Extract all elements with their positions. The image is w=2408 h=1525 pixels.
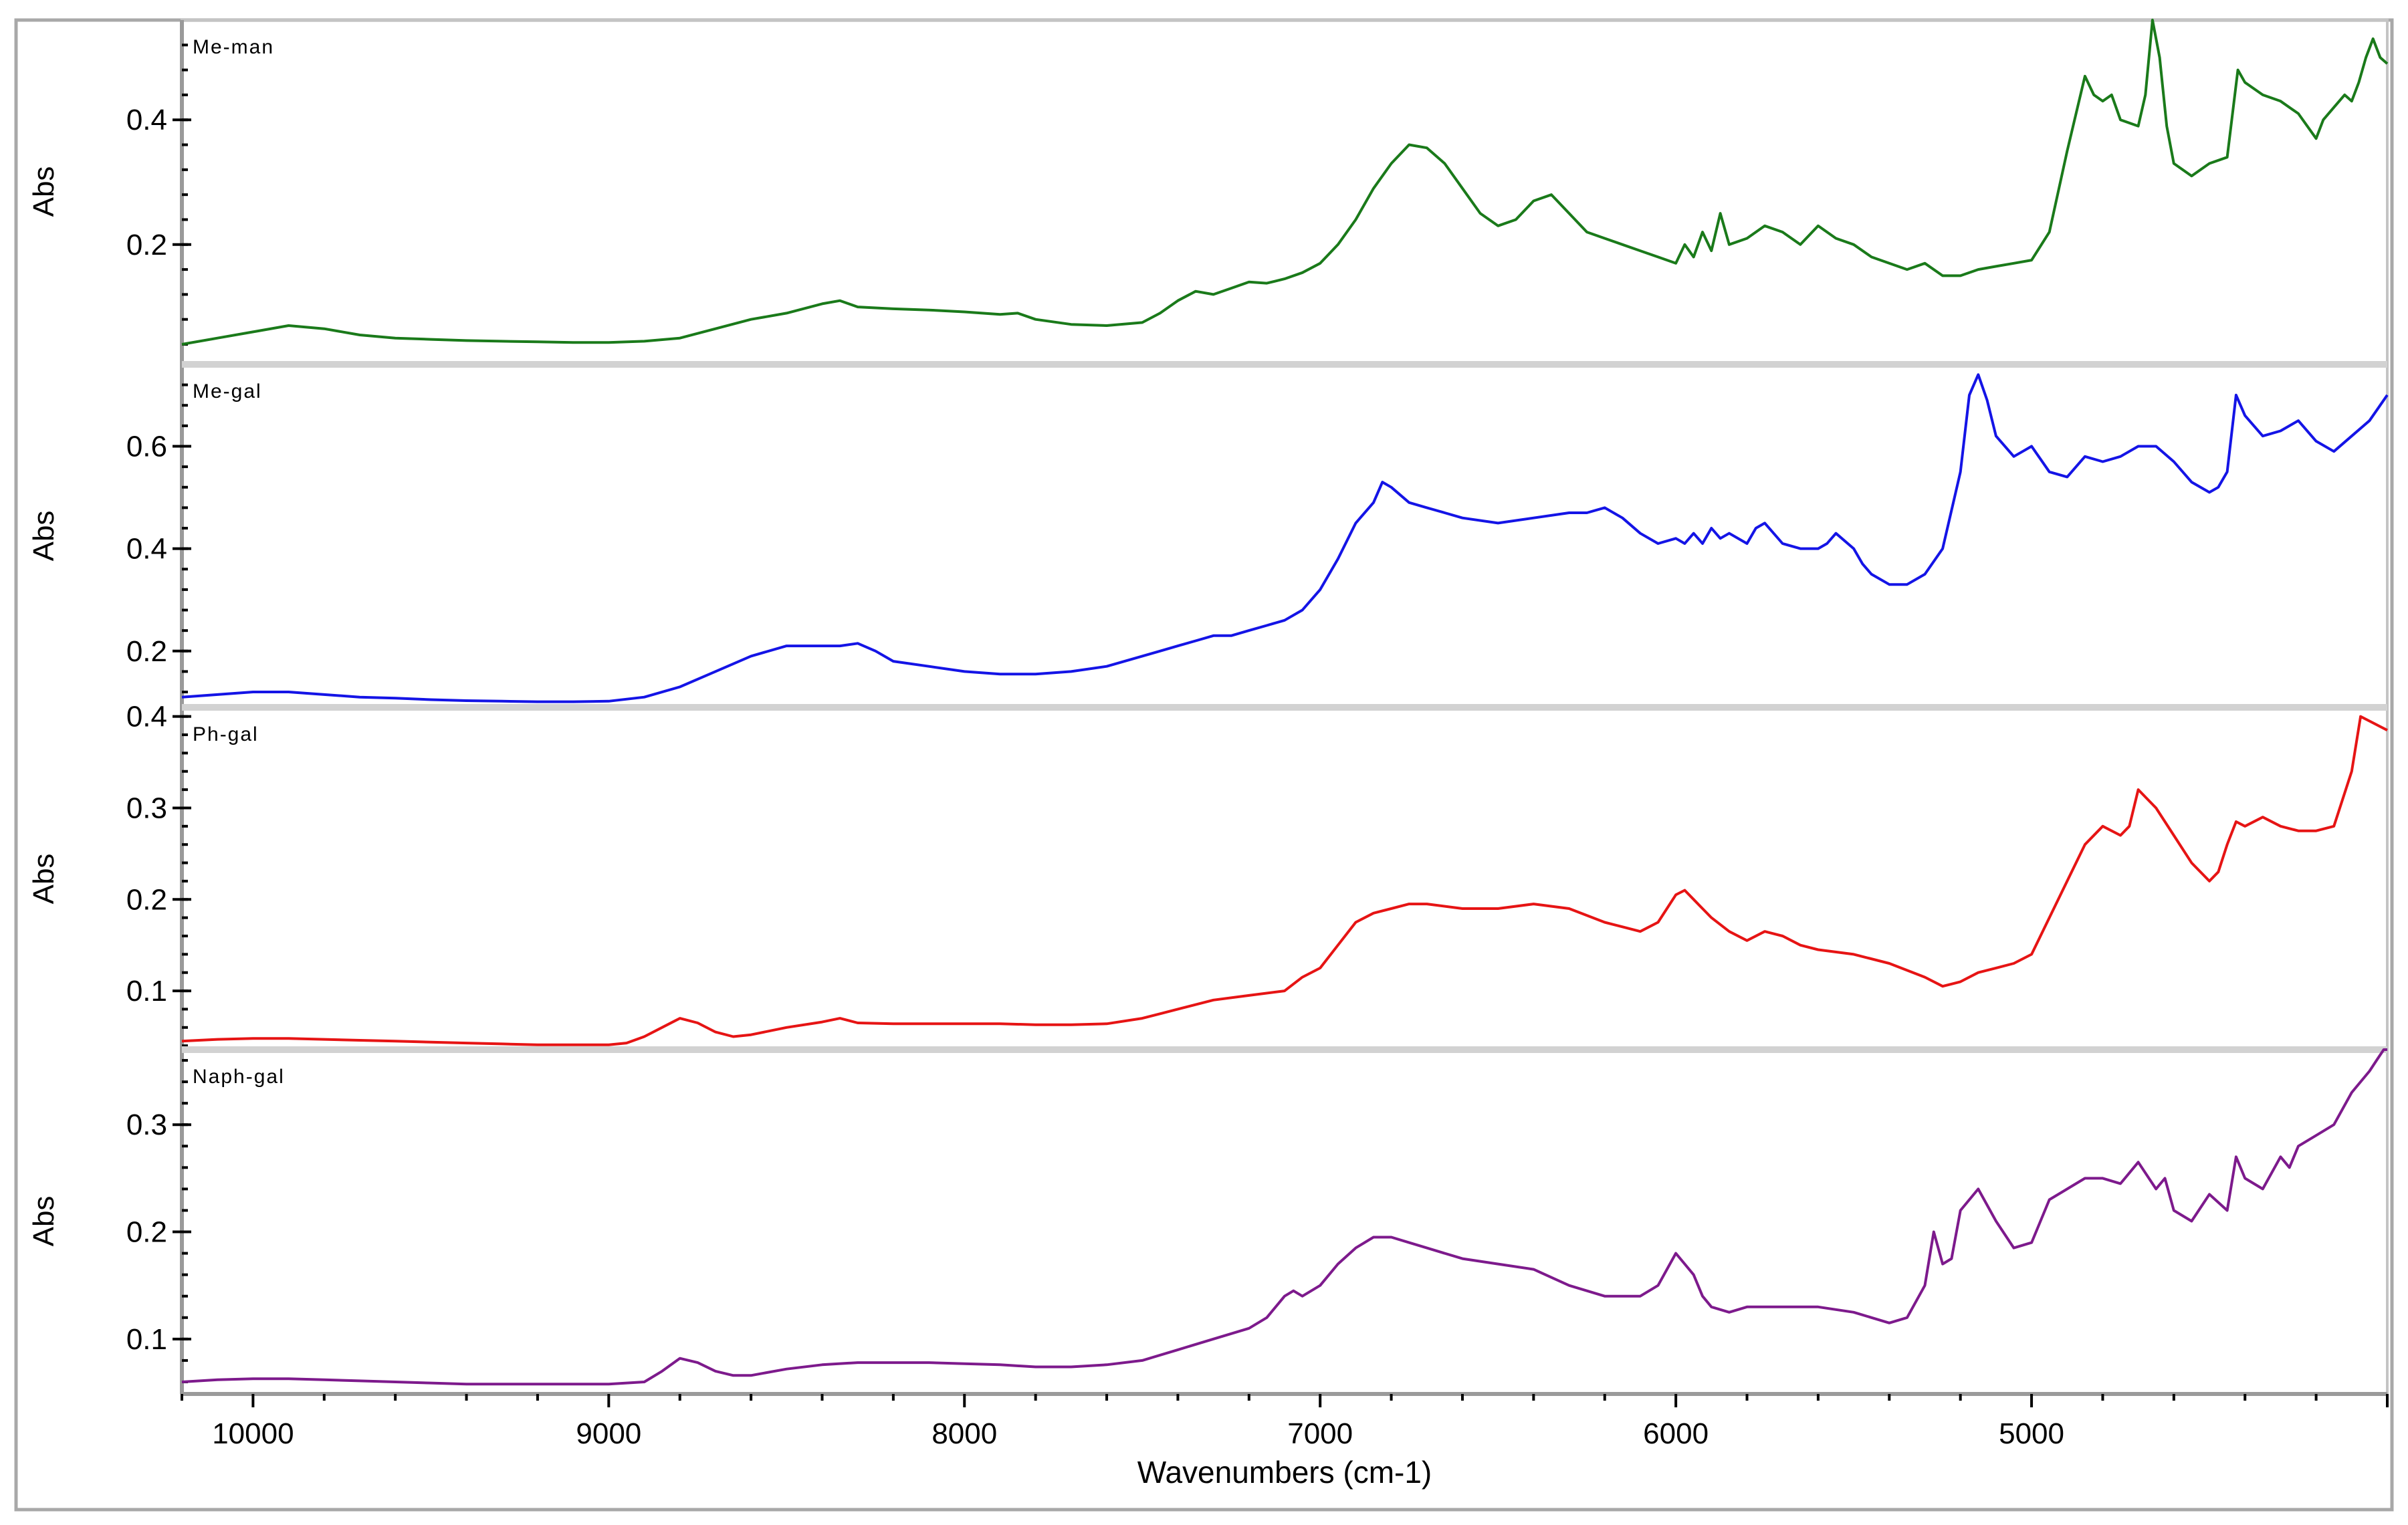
y-axis-title: Abs	[27, 854, 60, 905]
series-label: Ph-gal	[193, 723, 259, 745]
y-tick-label: 0.2	[126, 229, 167, 261]
y-tick-label: 0.2	[126, 635, 167, 668]
y-tick-label: 0.4	[126, 533, 167, 566]
panel-naph-gal: 0.1 0.2 0.3 Abs Naph-gal	[27, 1046, 2387, 1386]
spectrum-line	[181, 19, 2389, 346]
y-tick-label: 0.6	[126, 431, 167, 463]
series-label: Naph-gal	[193, 1066, 285, 1088]
x-axis-title: Wavenumbers (cm-1)	[1137, 1455, 1432, 1490]
spectrum-line	[181, 715, 2388, 1046]
series-label: Me-man	[193, 36, 274, 58]
x-tick-label: 6000	[1643, 1417, 1709, 1450]
y-tick-label: 0.4	[126, 104, 167, 136]
y-tick-label: 0.3	[126, 1108, 167, 1141]
y-tick-label: 0.4	[126, 701, 167, 733]
spectrum-line	[181, 373, 2389, 703]
y-axis-title: Abs	[27, 1196, 60, 1247]
panel-me-gal: 0.2 0.4 0.6 Abs Me-gal	[27, 361, 2389, 703]
x-tick-label: 9000	[576, 1417, 641, 1450]
y-tick-label: 0.1	[126, 975, 167, 1008]
y-tick-label: 0.2	[126, 1216, 167, 1249]
panels-layer: 0.20.4AbsMe-man0.20.40.6AbsMe-gal0.10.20…	[27, 19, 2389, 1386]
x-tick-label: 10000	[212, 1417, 294, 1450]
y-tick-label: 0.1	[126, 1323, 167, 1356]
panel-ph-gal: 0.1 0.2 0.3 0.4 Abs Ph-gal	[27, 701, 2388, 1048]
chart-outer-frame	[14, 18, 2394, 1512]
x-tick-label: 8000	[932, 1417, 997, 1450]
x-axis: 10000 9000 8000 7000 6000 5000	[181, 1394, 2389, 1450]
spectrum-line	[181, 1048, 2387, 1386]
x-tick-label: 5000	[1999, 1417, 2064, 1450]
y-tick-label: 0.2	[126, 883, 167, 916]
series-label: Me-gal	[193, 380, 262, 402]
y-axis-title: Abs	[27, 511, 60, 562]
y-axis-title: Abs	[27, 166, 60, 217]
y-tick-label: 0.3	[126, 792, 167, 824]
panel-me-man: 0.2 0.4 Abs Me-man	[27, 19, 2389, 346]
x-tick-label: 7000	[1287, 1417, 1353, 1450]
